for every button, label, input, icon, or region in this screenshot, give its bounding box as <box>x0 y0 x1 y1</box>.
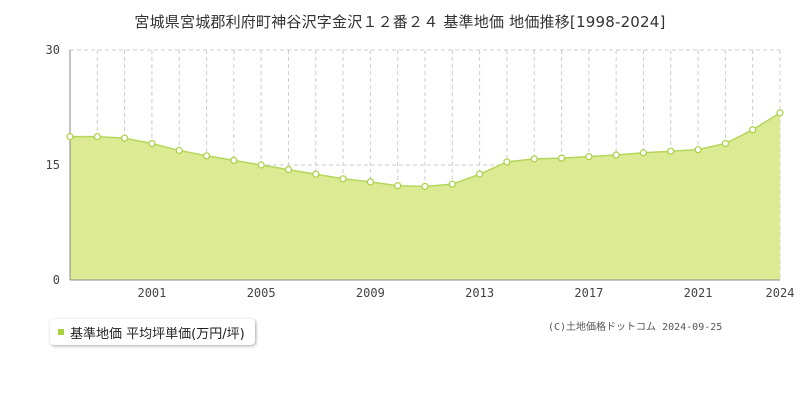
tick-labels: 0 15 30 2001 2005 2009 2013 2017 2021 2024 <box>46 43 795 300</box>
data-point <box>202 152 211 160</box>
data-point <box>312 170 320 178</box>
copyright-text: (C)土地価格ドットコム 2024-09-25 <box>548 322 723 333</box>
data-point <box>585 152 593 161</box>
chart-title: 宮城県宮城郡利府町神谷沢字金沢１２番２４ 基準地価 地価推移[1998-2024… <box>134 13 666 31</box>
data-point <box>612 151 620 159</box>
data-point <box>175 146 183 155</box>
x-tick-label: 2013 <box>465 286 494 300</box>
axes <box>69 50 780 281</box>
data-point <box>749 126 757 134</box>
data-point <box>366 178 374 186</box>
data-point <box>694 146 702 154</box>
x-tick-label: 2009 <box>356 286 385 300</box>
data-point <box>394 182 402 190</box>
area-fill <box>70 112 780 280</box>
x-tick-label: 2021 <box>684 286 713 300</box>
legend-marker <box>58 329 64 335</box>
x-tick-label: 2001 <box>137 286 166 300</box>
legend[interactable]: 基準地価 平均坪単価(万円/坪) <box>50 319 255 345</box>
data-point <box>284 166 293 174</box>
data-point <box>557 154 566 162</box>
data-point <box>639 149 648 157</box>
y-tick-label: 15 <box>46 158 60 172</box>
y-tick-label: 30 <box>46 43 60 57</box>
data-point <box>93 133 101 141</box>
data-point <box>66 133 74 141</box>
data-point <box>230 156 238 164</box>
data-points <box>66 109 784 191</box>
y-tick-label: 0 <box>53 273 60 287</box>
data-point <box>776 109 784 117</box>
data-point <box>148 139 156 148</box>
data-point <box>421 182 429 191</box>
data-point <box>339 175 347 183</box>
x-tick-label: 2024 <box>766 286 795 300</box>
data-point <box>530 155 538 163</box>
data-point <box>721 139 729 148</box>
data-point <box>503 158 511 166</box>
data-point <box>476 170 484 178</box>
data-point <box>257 161 265 169</box>
data-point <box>448 180 456 188</box>
data-point <box>667 147 675 155</box>
x-tick-label: 2017 <box>574 286 603 300</box>
legend-label: 基準地価 平均坪単価(万円/坪) <box>70 326 245 342</box>
x-tick-label: 2005 <box>247 286 276 300</box>
data-point <box>121 134 129 142</box>
